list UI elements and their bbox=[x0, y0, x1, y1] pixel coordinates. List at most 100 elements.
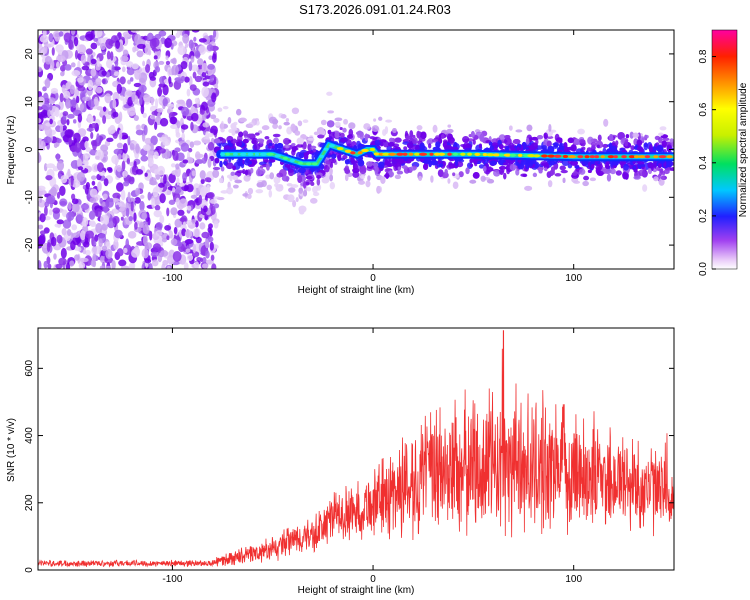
noise-blob bbox=[104, 256, 114, 264]
noise-blob bbox=[179, 217, 187, 222]
noise-blob bbox=[88, 220, 93, 226]
spectral-blob bbox=[247, 187, 254, 195]
noise-blob bbox=[172, 187, 176, 193]
spectral-blob bbox=[543, 132, 548, 140]
noise-blob bbox=[43, 260, 48, 269]
noise-blob bbox=[111, 64, 115, 75]
spectral-blob bbox=[313, 131, 319, 136]
noise-blob bbox=[38, 118, 42, 124]
noise-blob bbox=[193, 186, 197, 197]
noise-blob bbox=[122, 170, 128, 177]
spectral-blob bbox=[653, 161, 657, 169]
noise-blob bbox=[182, 159, 189, 164]
noise-blob bbox=[82, 96, 91, 102]
spectral-blob bbox=[234, 130, 239, 134]
noise-blob bbox=[38, 224, 44, 230]
noise-blob bbox=[101, 51, 106, 56]
noise-blob bbox=[153, 151, 159, 160]
noise-blob bbox=[39, 35, 49, 43]
noise-blob bbox=[91, 180, 96, 186]
spectral-blob bbox=[530, 136, 539, 141]
noise-blob bbox=[151, 37, 160, 48]
noise-blob bbox=[131, 63, 139, 70]
noise-blob bbox=[165, 60, 171, 65]
noise-blob bbox=[70, 30, 76, 36]
noise-blob bbox=[123, 180, 130, 187]
noise-blob bbox=[80, 54, 87, 64]
spectral-blob bbox=[472, 139, 476, 145]
noise-blob bbox=[136, 43, 146, 49]
spectral-blob bbox=[412, 134, 416, 139]
noise-blob bbox=[123, 247, 128, 254]
noise-blob bbox=[176, 99, 185, 105]
noise-blob bbox=[102, 115, 107, 124]
noise-blob bbox=[130, 30, 140, 33]
noise-blob bbox=[85, 181, 91, 190]
noise-blob bbox=[127, 96, 133, 107]
noise-blob bbox=[74, 141, 82, 153]
noise-blob bbox=[100, 144, 109, 152]
noise-blob bbox=[56, 234, 63, 244]
noise-blob bbox=[103, 205, 109, 214]
noise-blob bbox=[152, 186, 159, 198]
noise-blob bbox=[46, 163, 56, 169]
spectral-blob bbox=[525, 137, 530, 145]
spectral-blob bbox=[498, 143, 504, 150]
noise-blob bbox=[202, 139, 211, 144]
snr-axes: -100 0 100 0 200 400 600 bbox=[24, 328, 674, 585]
noise-blob bbox=[69, 260, 75, 267]
noise-blob bbox=[44, 43, 48, 54]
spectral-blob bbox=[408, 166, 417, 171]
noise-blob bbox=[95, 77, 102, 85]
noise-blob bbox=[168, 76, 172, 85]
spectral-blob bbox=[302, 190, 308, 197]
noise-blob bbox=[85, 230, 95, 239]
noise-blob bbox=[112, 131, 118, 139]
snr-x-tick-label: 100 bbox=[565, 574, 582, 585]
ridge-hotspot bbox=[562, 154, 569, 159]
ridge-hotspot bbox=[584, 155, 590, 159]
noise-blob bbox=[194, 159, 204, 164]
noise-blob bbox=[202, 256, 207, 264]
noise-blob bbox=[210, 114, 217, 120]
noise-blob bbox=[181, 132, 185, 141]
noise-blob bbox=[200, 186, 207, 197]
noise-blob bbox=[195, 203, 202, 210]
noise-blob bbox=[188, 75, 193, 87]
noise-blob bbox=[120, 189, 126, 201]
noise-blob bbox=[87, 99, 96, 108]
spectral-blob bbox=[366, 161, 373, 167]
noise-blob bbox=[71, 224, 78, 231]
noise-blob bbox=[71, 193, 76, 201]
noise-blob bbox=[135, 168, 144, 175]
noise-blob bbox=[193, 36, 197, 42]
noise-blob bbox=[59, 65, 66, 72]
noise-blob bbox=[133, 82, 142, 88]
noise-blob bbox=[125, 90, 133, 97]
noise-blob bbox=[206, 184, 211, 194]
noise-blob bbox=[140, 194, 145, 199]
noise-blob bbox=[43, 136, 52, 144]
snr-line bbox=[38, 330, 674, 568]
spectral-blob bbox=[470, 130, 475, 138]
spectral-blob bbox=[385, 172, 390, 179]
noise-blob bbox=[176, 177, 180, 186]
noise-blob bbox=[153, 55, 158, 60]
spectral-blob bbox=[280, 114, 287, 119]
spectral-blob bbox=[236, 141, 243, 147]
spectral-blob bbox=[312, 186, 318, 194]
spectral-blob bbox=[342, 127, 347, 133]
spectral-blob bbox=[238, 117, 247, 123]
noise-blob bbox=[45, 175, 53, 181]
snr-y-tick-label: 200 bbox=[24, 494, 35, 511]
noise-blob bbox=[204, 177, 212, 183]
noise-blob bbox=[184, 229, 193, 238]
spectral-blob bbox=[554, 173, 562, 177]
noise-blob bbox=[54, 107, 60, 118]
spectral-blob bbox=[567, 137, 574, 144]
noise-blob bbox=[60, 175, 68, 184]
spectral-blob bbox=[295, 197, 299, 203]
noise-blob bbox=[170, 163, 176, 168]
spectral-blob bbox=[222, 161, 228, 166]
ridge-hotspot bbox=[492, 153, 501, 157]
